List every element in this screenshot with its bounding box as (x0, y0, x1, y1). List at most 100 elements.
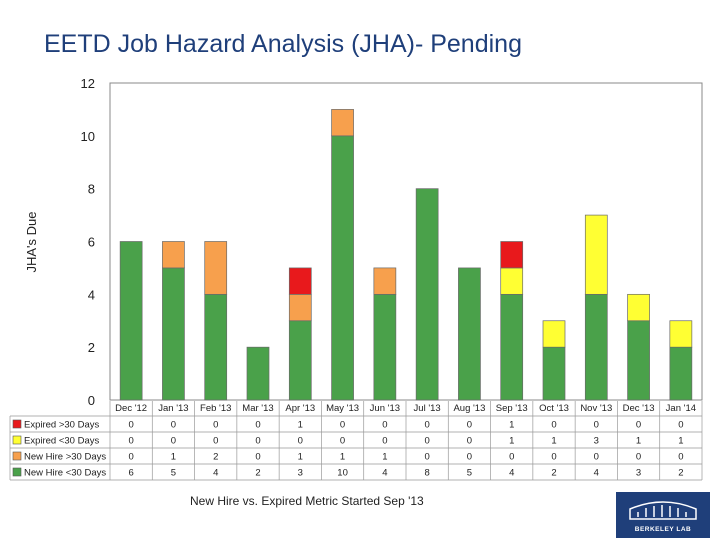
bar-segment (288, 320, 312, 401)
page-title: EETD Job Hazard Analysis (JHA)- Pending (44, 30, 522, 58)
bar-segment (584, 214, 608, 295)
data-label: 0 (255, 436, 260, 447)
data-label: 2 (213, 452, 218, 463)
data-label: 3 (636, 468, 641, 479)
data-label: 0 (678, 420, 683, 431)
data-label: 5 (171, 468, 176, 479)
bar-segment (415, 188, 439, 401)
data-label: 3 (594, 436, 599, 447)
data-label: 0 (340, 436, 345, 447)
category-label: Mar '13 (242, 403, 273, 414)
bar-segment (373, 293, 397, 401)
y-tick-label: 4 (88, 287, 95, 302)
data-label: 1 (171, 452, 176, 463)
data-label: 0 (255, 452, 260, 463)
bar-segment (246, 346, 270, 401)
y-tick-label: 10 (81, 129, 95, 144)
logo-text: BERKELEY LAB (634, 526, 692, 533)
lab-building-icon (629, 501, 697, 520)
bar-segment (669, 320, 693, 348)
category-label: Jan '13 (158, 403, 188, 414)
data-label: 0 (467, 452, 472, 463)
bar-segment (331, 109, 354, 137)
plot-area (109, 82, 703, 401)
category-label: Jul '13 (414, 403, 441, 414)
data-label: 0 (424, 452, 429, 463)
data-label: 4 (213, 468, 218, 479)
data-label: 1 (509, 436, 514, 447)
metric-note: New Hire vs. Expired Metric Started Sep … (190, 494, 424, 508)
bar-segment (627, 293, 650, 322)
data-label: 10 (337, 468, 348, 479)
berkeley-lab-logo: BERKELEY LAB (616, 492, 710, 538)
data-label: 6 (128, 468, 133, 479)
data-label: 0 (678, 452, 683, 463)
data-label: 0 (594, 420, 599, 431)
data-label: 0 (382, 420, 387, 431)
bar-segment (584, 293, 608, 401)
legend-label: New Hire <30 Days (24, 468, 106, 479)
category-label: Dec '13 (623, 403, 655, 414)
data-label: 1 (636, 436, 641, 447)
bar-segment (500, 267, 524, 295)
bar-segment (288, 293, 312, 322)
y-tick-label: 6 (88, 235, 95, 250)
y-tick-label: 8 (88, 182, 95, 197)
bar-segment (331, 135, 354, 401)
data-label: 0 (298, 436, 303, 447)
data-label: 0 (213, 436, 218, 447)
data-label: 2 (551, 468, 556, 479)
legend-label: Expired <30 Days (24, 436, 99, 447)
data-label: 1 (509, 420, 514, 431)
category-label: Aug '13 (453, 403, 485, 414)
data-label: 4 (382, 468, 387, 479)
bar-segment (373, 267, 397, 295)
category-label: Oct '13 (539, 403, 569, 414)
bar-segment (500, 241, 524, 269)
category-label: May '13 (326, 403, 359, 414)
chart-axes: 0 2 4 6 8 10 12 JHA's Due (24, 76, 703, 408)
data-label: 0 (128, 420, 133, 431)
bar-segment (162, 267, 185, 401)
category-label: Dec '12 (115, 403, 147, 414)
bar-segment (458, 267, 481, 401)
bar-segment (162, 241, 185, 269)
bar-segment (288, 267, 312, 295)
category-label: Jan '14 (666, 403, 696, 414)
category-label: Nov '13 (580, 403, 612, 414)
data-label: 5 (467, 468, 472, 479)
legend-key (12, 435, 22, 445)
bar-segment (119, 241, 143, 401)
legend-label: New Hire >30 Days (24, 452, 106, 463)
data-label: 2 (255, 468, 260, 479)
data-label: 0 (340, 420, 345, 431)
category-label: Sep '13 (496, 403, 528, 414)
legend-key (12, 451, 22, 461)
chart-bars (119, 109, 693, 401)
data-label: 1 (298, 452, 303, 463)
data-label: 0 (594, 452, 599, 463)
y-axis-label: JHA's Due (24, 211, 39, 272)
legend-key (12, 467, 22, 477)
data-label: 0 (171, 420, 176, 431)
category-label: Apr '13 (285, 403, 315, 414)
data-label: 0 (382, 436, 387, 447)
legend-label: Expired >30 Days (24, 420, 99, 431)
bar-segment (542, 320, 566, 348)
data-label: 1 (678, 436, 683, 447)
data-label: 1 (340, 452, 345, 463)
data-label: 0 (424, 436, 429, 447)
data-label: 0 (551, 420, 556, 431)
bar-segment (500, 293, 524, 401)
bar-segment (204, 241, 228, 295)
bar-segment (204, 293, 228, 401)
category-label: Feb '13 (200, 403, 231, 414)
data-label: 0 (255, 420, 260, 431)
data-label: 0 (213, 420, 218, 431)
data-label: 0 (551, 452, 556, 463)
bar-segment (669, 346, 693, 401)
data-label: 1 (298, 420, 303, 431)
data-label: 1 (551, 436, 556, 447)
data-label: 0 (171, 436, 176, 447)
